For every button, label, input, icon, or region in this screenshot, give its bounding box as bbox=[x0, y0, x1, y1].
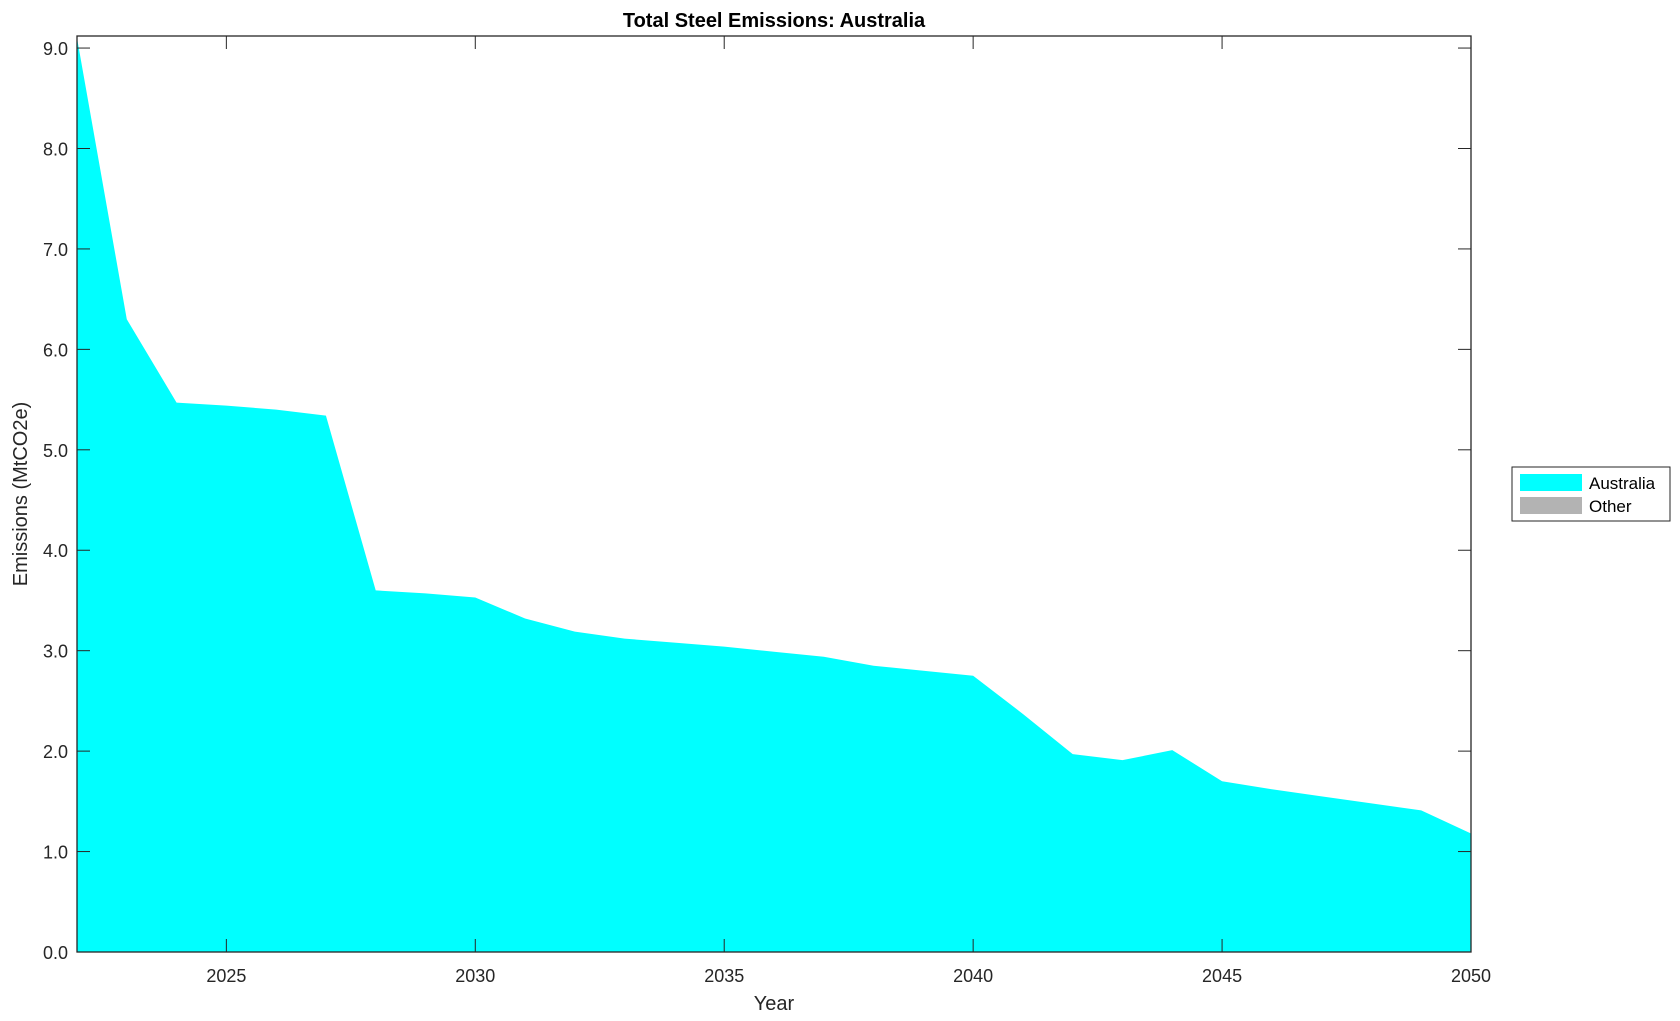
y-tick-label: 1.0 bbox=[43, 843, 68, 863]
x-tick-label: 2050 bbox=[1451, 966, 1491, 986]
legend-swatch-australia bbox=[1520, 474, 1582, 491]
plot-frame bbox=[76, 35, 1472, 953]
legend: Australia Other bbox=[1511, 466, 1671, 522]
x-tick-label: 2045 bbox=[1202, 966, 1242, 986]
y-tick-label: 5.0 bbox=[43, 441, 68, 461]
y-tick-label: 7.0 bbox=[43, 240, 68, 260]
chart-title: Total Steel Emissions: Australia bbox=[623, 10, 926, 32]
y-tick-label: 9.0 bbox=[43, 39, 68, 59]
y-tick-label: 8.0 bbox=[43, 139, 68, 159]
y-tick-label: 0.0 bbox=[43, 943, 68, 963]
y-axis-label: Emissions (MtCO2e) bbox=[10, 402, 32, 586]
legend-label-australia: Australia bbox=[1589, 474, 1656, 493]
y-tick-label: 6.0 bbox=[43, 340, 68, 360]
x-tick-label: 2040 bbox=[953, 966, 993, 986]
x-tick-label: 2030 bbox=[455, 966, 495, 986]
x-tick-label: 2025 bbox=[206, 966, 246, 986]
x-axis-label: Year bbox=[754, 993, 795, 1015]
y-tick-label: 2.0 bbox=[43, 742, 68, 762]
y-tick-label: 3.0 bbox=[43, 642, 68, 662]
x-tick-label: 2035 bbox=[704, 966, 744, 986]
legend-label-other: Other bbox=[1589, 497, 1632, 516]
area-australia bbox=[77, 38, 1471, 952]
legend-swatch-other bbox=[1520, 497, 1582, 514]
y-tick-label: 4.0 bbox=[43, 541, 68, 561]
